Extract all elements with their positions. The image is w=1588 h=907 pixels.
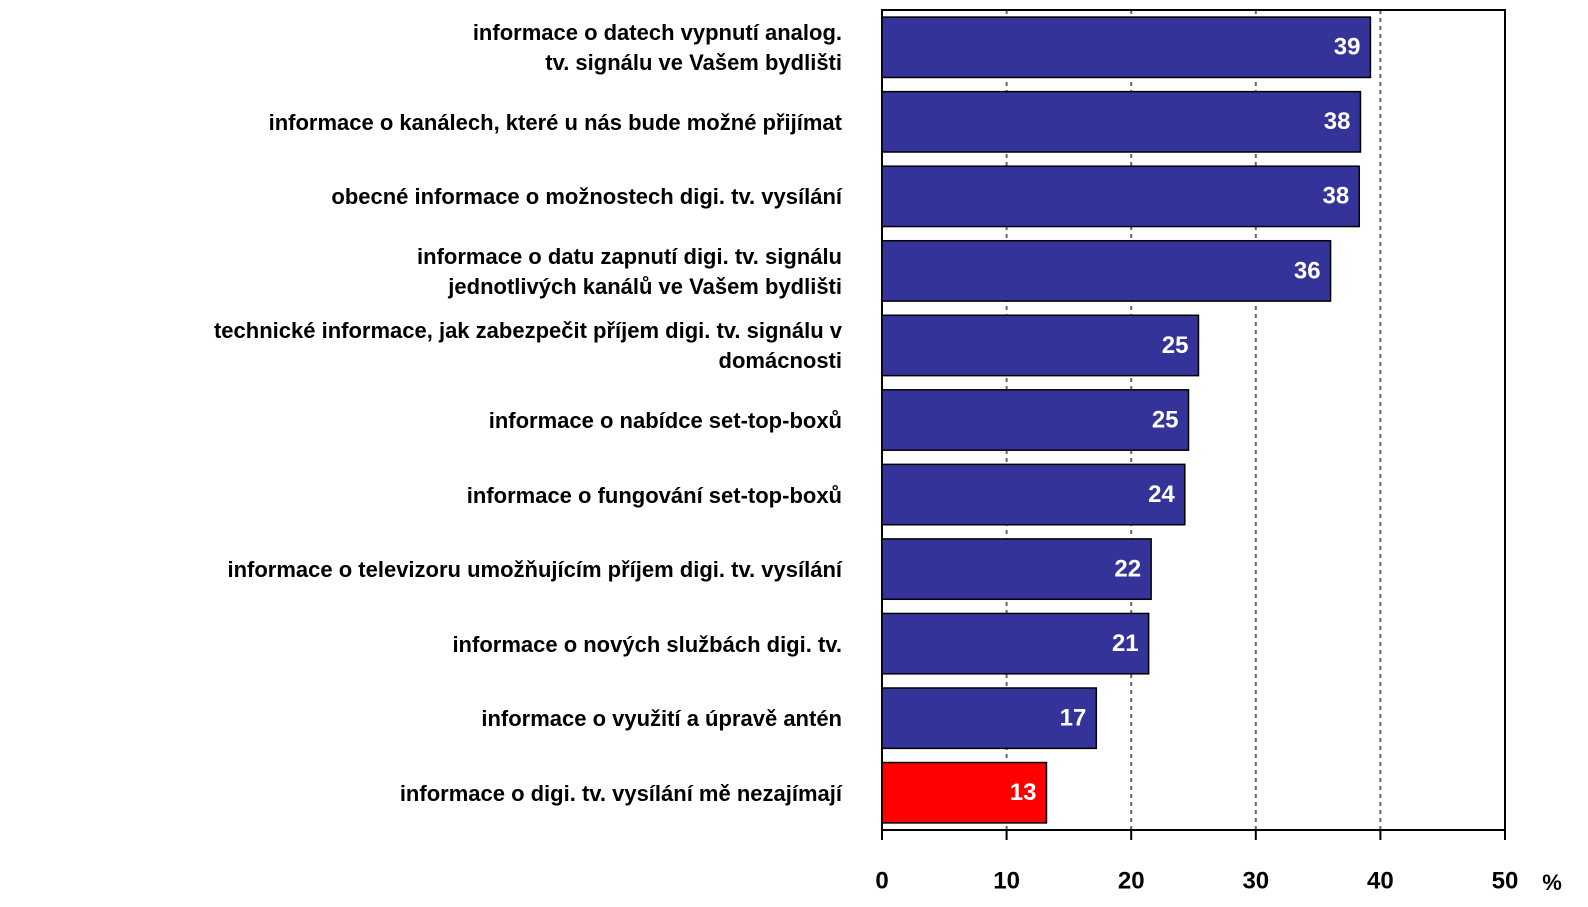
x-axis-label: % <box>1542 870 1562 895</box>
bar <box>881 389 1190 451</box>
category-label: informace o využití a úpravě antén <box>481 706 842 732</box>
x-tick-label: 20 <box>1118 867 1145 894</box>
value-label: 13 <box>1010 779 1037 806</box>
value-label: 38 <box>1323 183 1350 210</box>
category-label: obecné informace o možnostech digi. tv. … <box>331 184 842 210</box>
category-label: informace o datech vypnutí analog. tv. s… <box>472 20 842 76</box>
category-label: informace o televizoru umožňujícím příje… <box>227 557 842 583</box>
bar <box>881 90 1362 153</box>
value-label: 21 <box>1112 630 1139 657</box>
category-label: technické informace, jak zabezpečit příj… <box>213 318 842 374</box>
category-label: informace o digi. tv. vysílání mě nezají… <box>399 780 842 806</box>
value-label: 25 <box>1152 406 1179 433</box>
category-label: informace o nabídce set-top-boxů <box>488 408 842 433</box>
category-label: informace o nových službách digi. tv. <box>452 631 842 657</box>
bar <box>881 612 1150 675</box>
value-label: 24 <box>1148 481 1175 508</box>
value-label: 25 <box>1162 332 1189 359</box>
bar <box>881 314 1200 377</box>
bar <box>881 538 1152 601</box>
x-tick-label: 50 <box>1492 867 1519 894</box>
bar <box>881 687 1098 750</box>
bar <box>881 239 1332 302</box>
value-label: 22 <box>1114 555 1141 582</box>
x-tick-label: 0 <box>875 867 888 894</box>
bar <box>881 16 1372 79</box>
value-label: 36 <box>1294 257 1321 284</box>
bar <box>881 165 1360 228</box>
bar <box>881 761 1048 824</box>
x-tick-label: 40 <box>1367 867 1394 894</box>
x-tick-label: 30 <box>1242 867 1269 894</box>
category-label: informace o kanálech, které u nás bude m… <box>268 109 842 135</box>
value-label: 17 <box>1060 705 1087 732</box>
value-label: 38 <box>1324 108 1351 135</box>
category-label: informace o fungování set-top-boxů <box>466 482 842 508</box>
category-label: informace o datu zapnutí digi. tv. signá… <box>417 243 842 299</box>
value-label: 39 <box>1334 34 1361 61</box>
bar <box>881 463 1186 526</box>
x-tick-label: 10 <box>993 867 1020 894</box>
